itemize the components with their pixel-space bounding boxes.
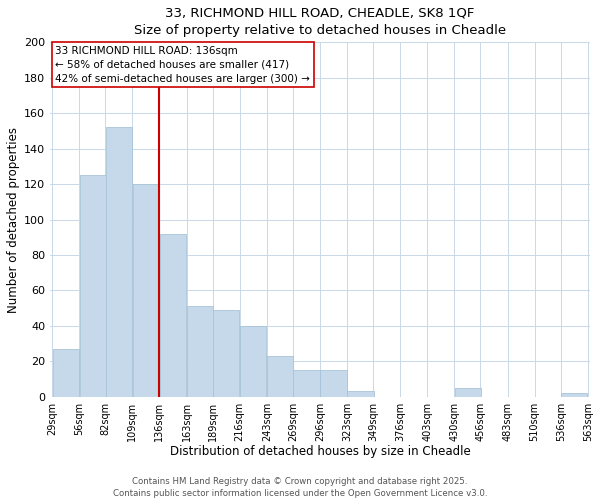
Bar <box>160 234 186 397</box>
Bar <box>267 356 293 397</box>
Bar <box>293 370 320 397</box>
Title: 33, RICHMOND HILL ROAD, CHEADLE, SK8 1QF
Size of property relative to detached h: 33, RICHMOND HILL ROAD, CHEADLE, SK8 1QF… <box>134 7 506 37</box>
X-axis label: Distribution of detached houses by size in Cheadle: Distribution of detached houses by size … <box>170 445 470 458</box>
Text: Contains HM Land Registry data © Crown copyright and database right 2025.
Contai: Contains HM Land Registry data © Crown c… <box>113 476 487 498</box>
Bar <box>455 388 481 397</box>
Bar <box>320 370 347 397</box>
Bar <box>106 128 132 397</box>
Y-axis label: Number of detached properties: Number of detached properties <box>7 126 20 312</box>
Bar <box>561 393 587 397</box>
Bar <box>133 184 159 397</box>
Bar <box>240 326 266 397</box>
Bar <box>80 175 106 397</box>
Bar <box>213 310 239 397</box>
Bar <box>187 306 213 397</box>
Text: 33 RICHMOND HILL ROAD: 136sqm
← 58% of detached houses are smaller (417)
42% of : 33 RICHMOND HILL ROAD: 136sqm ← 58% of d… <box>55 46 310 84</box>
Bar <box>347 392 374 397</box>
Bar <box>53 349 79 397</box>
